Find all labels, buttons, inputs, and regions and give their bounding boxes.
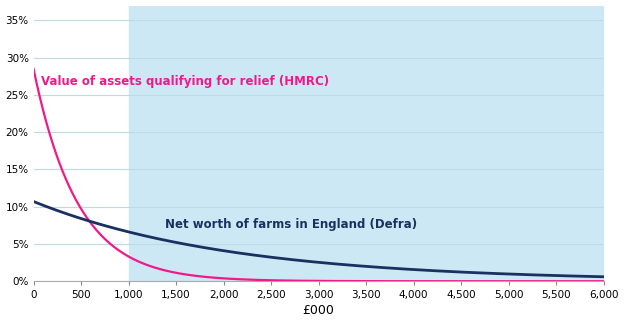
Text: Net worth of farms in England (Defra): Net worth of farms in England (Defra): [165, 218, 417, 231]
X-axis label: £000: £000: [303, 305, 334, 318]
Bar: [129, 5, 603, 281]
Text: Value of assets qualifying for relief (HMRC): Value of assets qualifying for relief (H…: [41, 75, 329, 88]
